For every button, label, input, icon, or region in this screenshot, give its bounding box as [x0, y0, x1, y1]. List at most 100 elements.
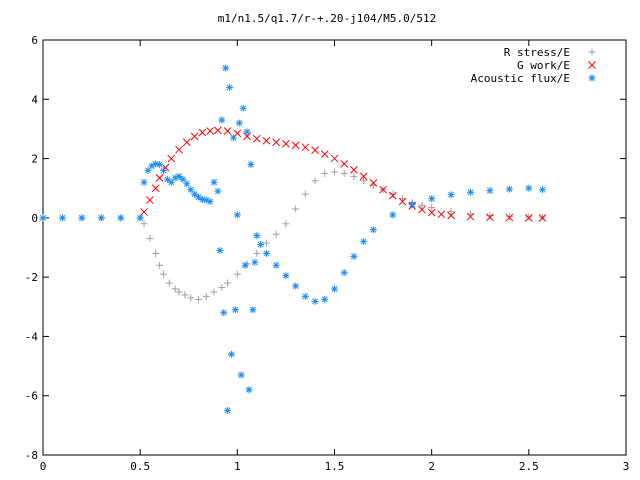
data-point — [191, 190, 199, 198]
data-point — [340, 269, 348, 277]
data-point — [262, 239, 270, 247]
data-point — [210, 178, 218, 186]
data-point — [140, 208, 148, 216]
legend-label: Acoustic flux/E — [471, 72, 570, 85]
data-point — [427, 208, 436, 217]
data-point — [525, 213, 533, 221]
data-point — [301, 190, 309, 198]
data-point — [231, 306, 239, 314]
x-tick-label: 0.5 — [130, 460, 150, 473]
x-tick-label: 2 — [428, 460, 435, 473]
data-point — [218, 116, 226, 124]
data-point — [447, 207, 455, 215]
data-point — [538, 214, 547, 222]
data-point — [253, 232, 261, 240]
y-tick-label: 4 — [31, 93, 38, 106]
data-point — [182, 138, 191, 147]
data-point — [486, 213, 494, 222]
data-point — [224, 279, 232, 287]
data-point — [237, 371, 245, 379]
data-point — [350, 165, 358, 174]
data-point — [447, 191, 455, 199]
data-point — [140, 220, 148, 228]
data-point — [235, 119, 243, 127]
data-point — [272, 138, 281, 147]
plot-border — [42, 39, 627, 456]
data-point — [171, 285, 179, 293]
data-point — [222, 64, 230, 72]
x-tick-label: 0 — [40, 460, 47, 473]
data-point — [282, 220, 290, 228]
data-point — [331, 285, 338, 293]
data-point — [220, 309, 228, 317]
data-point — [359, 172, 368, 181]
data-point — [360, 238, 368, 246]
data-point — [389, 211, 397, 219]
data-point — [437, 210, 446, 219]
data-point — [360, 177, 368, 185]
x-tick-label: 2.5 — [519, 460, 539, 473]
data-point — [505, 212, 513, 220]
data-point — [243, 128, 251, 136]
data-point — [58, 214, 66, 222]
chart-title: m1/n1.5/q1.7/r-+.20-j104/M5.0/512 — [218, 12, 437, 25]
data-point — [214, 126, 222, 135]
legend-marker — [588, 48, 596, 56]
data-point — [202, 292, 210, 300]
data-point — [291, 141, 300, 150]
data-point — [311, 177, 319, 185]
data-point — [206, 127, 214, 135]
data-point — [466, 212, 475, 221]
data-point — [331, 168, 338, 176]
data-point — [224, 407, 232, 415]
data-point — [239, 104, 247, 112]
data-point — [538, 186, 546, 194]
data-point — [272, 261, 280, 269]
x-tick-label: 1.5 — [325, 460, 345, 473]
series-2 — [140, 126, 547, 222]
data-point — [198, 128, 207, 137]
x-tick-label: 3 — [623, 460, 630, 473]
data-point — [249, 306, 257, 314]
data-point — [369, 226, 377, 234]
data-point — [156, 161, 164, 168]
data-point — [311, 146, 319, 155]
data-point — [524, 214, 533, 222]
data-point — [226, 83, 234, 91]
data-point — [311, 297, 319, 305]
data-point — [151, 184, 160, 193]
data-point — [228, 350, 236, 358]
data-point — [467, 188, 475, 196]
data-point — [301, 143, 310, 152]
axes-frame — [42, 39, 627, 456]
data-point — [152, 249, 160, 257]
data-point — [389, 190, 397, 198]
data-point — [418, 201, 426, 209]
y-tick-label: -4 — [25, 330, 39, 343]
data-point — [486, 187, 494, 195]
data-point — [253, 249, 261, 257]
data-point — [117, 214, 125, 222]
data-point — [163, 175, 171, 183]
data-point — [175, 288, 183, 296]
data-point — [167, 154, 176, 163]
data-point — [146, 196, 154, 204]
series-1 — [39, 168, 546, 303]
y-tick-label: -6 — [25, 390, 38, 403]
data-point — [262, 249, 270, 257]
data-point — [233, 270, 241, 278]
data-point — [97, 214, 105, 222]
data-point — [194, 295, 202, 303]
data-point — [78, 214, 86, 222]
data-point — [175, 172, 183, 180]
data-point — [156, 261, 164, 269]
data-point — [321, 169, 329, 177]
data-point — [262, 136, 271, 145]
data-point — [214, 187, 222, 195]
data-point — [194, 193, 202, 201]
data-point — [136, 214, 144, 222]
data-point — [379, 185, 387, 194]
data-point — [282, 139, 290, 148]
